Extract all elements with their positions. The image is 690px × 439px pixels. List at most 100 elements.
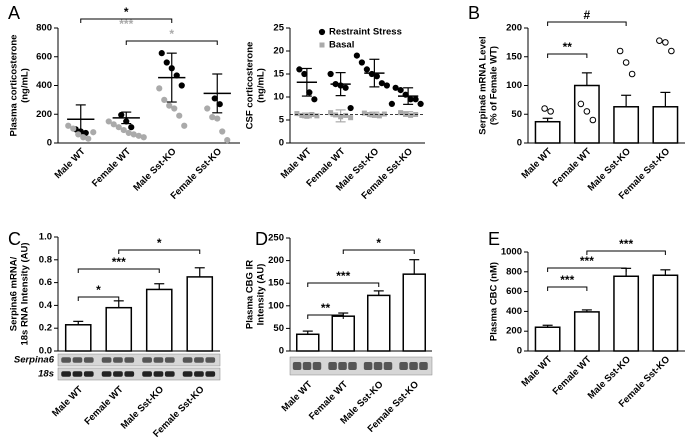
point	[128, 124, 135, 131]
y-tick-label: 5	[279, 115, 285, 126]
y-tick-label: 0.8	[39, 254, 52, 265]
y-axis-label: Plasma CBG IR	[245, 260, 256, 329]
blot-band	[205, 371, 216, 377]
blot-band	[61, 371, 71, 377]
y-tick-label: 1000	[501, 247, 522, 258]
significance-bracket	[125, 40, 218, 45]
point	[347, 104, 354, 112]
y-axis-label: (% of Female WT)	[489, 46, 500, 125]
significance-bracket	[77, 296, 120, 301]
blot-band	[153, 371, 164, 377]
blot-band	[399, 362, 408, 370]
y-tick-label: 600	[506, 286, 522, 297]
bar	[64, 324, 92, 352]
x-tick-label: Male WT	[520, 146, 555, 181]
point	[373, 73, 380, 80]
point	[120, 126, 127, 134]
y-tick-label: 0.4	[39, 300, 53, 311]
y-tick-label: 15	[273, 69, 284, 80]
significance-label: *	[169, 27, 174, 41]
point	[130, 131, 137, 138]
y-tick-label: 400	[506, 306, 522, 317]
point	[211, 95, 218, 102]
point	[171, 105, 178, 112]
y-axis-label: 18s RNA Intensity (AU)	[20, 242, 31, 345]
significance-label: *	[124, 5, 129, 19]
y-tick-label: 50	[511, 109, 522, 120]
point	[589, 116, 597, 124]
blot-band	[328, 362, 337, 370]
y-tick-label: 800	[36, 23, 52, 34]
point	[75, 131, 82, 138]
significance-bracket	[307, 282, 380, 287]
y-axis-label: (ng/mL)	[256, 68, 267, 103]
point	[388, 100, 395, 108]
bar	[366, 294, 391, 352]
bar	[331, 315, 356, 352]
blot-band	[182, 371, 193, 377]
y-axis-label: (ng/mL)	[20, 68, 31, 103]
blot-band	[302, 362, 312, 370]
significance-label: #	[584, 8, 591, 22]
significance-bracket	[307, 314, 344, 319]
point	[628, 70, 636, 78]
bar	[105, 306, 133, 352]
blot-band	[83, 357, 94, 363]
significance-bracket	[77, 268, 160, 273]
point	[342, 84, 349, 91]
y-axis-label: Serpina6 mRNA Level	[478, 36, 489, 134]
bar	[534, 120, 561, 144]
point	[662, 39, 669, 46]
significance-bracket	[586, 250, 666, 255]
bar	[186, 276, 214, 352]
significance-label: **	[321, 301, 331, 315]
point	[176, 112, 183, 119]
x-tick-label: Female WT	[82, 384, 125, 427]
x-tick-label: Male WT	[50, 384, 85, 419]
bar	[652, 106, 679, 144]
point	[178, 82, 185, 89]
blot-band	[348, 362, 357, 370]
significance-bracket	[342, 249, 415, 254]
blot-band	[292, 362, 302, 370]
panel-letter: B	[468, 3, 480, 23]
panel-letter: A	[8, 3, 20, 23]
significance-label: *	[157, 236, 162, 250]
y-tick-label: 100	[506, 80, 522, 91]
point	[209, 114, 216, 121]
x-tick-label: Male WT	[280, 379, 315, 414]
y-tick-label: 0	[279, 138, 284, 149]
point	[318, 28, 326, 36]
y-axis-label: CSF corticosterone	[245, 42, 256, 130]
blot-strip	[289, 356, 433, 376]
blot-label: 18s	[38, 369, 54, 380]
significance-bracket	[118, 249, 201, 254]
point	[668, 47, 675, 55]
bar	[613, 275, 640, 352]
point	[166, 102, 173, 109]
blot-band	[124, 357, 135, 363]
significance-bracket	[80, 18, 173, 23]
point	[547, 108, 554, 115]
blot-band	[194, 371, 204, 377]
blot-band	[113, 371, 123, 377]
y-tick-label: 800	[506, 266, 522, 277]
y-tick-label: 25	[273, 23, 284, 34]
point	[301, 70, 308, 78]
point	[363, 66, 370, 73]
point	[224, 137, 231, 144]
blot-band	[61, 357, 71, 363]
y-tick-label: 200	[36, 109, 52, 120]
point	[583, 108, 591, 115]
point	[408, 112, 414, 118]
point	[358, 59, 365, 66]
blot-band	[124, 371, 135, 377]
point	[417, 100, 424, 108]
x-tick-label: Male WT	[53, 146, 88, 181]
y-tick-label: 0.0	[39, 346, 52, 357]
blot-band	[312, 362, 322, 370]
blot-band	[164, 357, 175, 363]
y-tick-label: 0	[517, 138, 522, 149]
significance-label: ***	[619, 237, 633, 251]
